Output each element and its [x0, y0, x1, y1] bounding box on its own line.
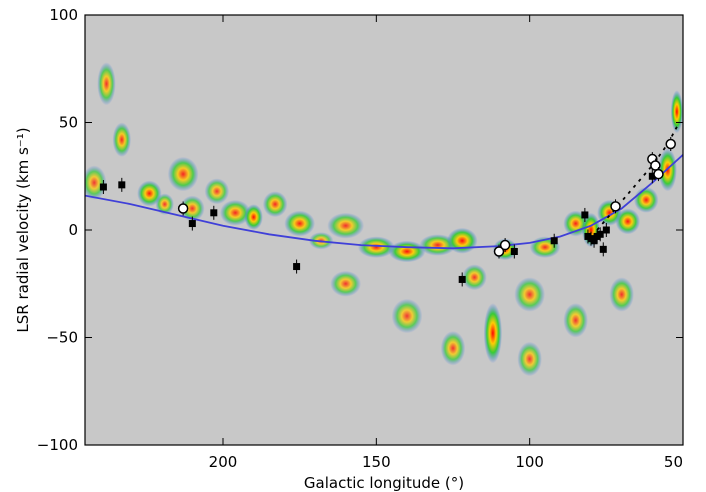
y-axis-ticks: −100 −50 0 50 100 — [37, 6, 683, 454]
emission-blob — [85, 165, 107, 200]
emission-blob — [180, 195, 205, 222]
maser-circle-marker — [665, 138, 676, 150]
emission-blob — [112, 122, 131, 157]
maser-square-marker — [99, 183, 107, 191]
emission-blob — [615, 208, 641, 235]
emission-blob — [244, 204, 263, 231]
emission-blob — [327, 212, 365, 239]
y-tick-label: −100 — [37, 436, 78, 454]
maser-square-marker — [599, 245, 607, 253]
emission-blob — [419, 234, 457, 256]
emission-blob — [633, 187, 659, 213]
maser-square-marker — [293, 263, 301, 271]
y-tick-label: 100 — [49, 6, 78, 24]
emission-blob — [462, 264, 487, 291]
maser-square-marker — [118, 181, 126, 189]
maser-square-marker — [581, 211, 589, 219]
emission-blob — [357, 236, 395, 258]
maser-square-marker — [510, 248, 518, 255]
maser-square-marker — [550, 237, 558, 245]
emission-blob — [609, 277, 634, 312]
y-tick-label: 0 — [68, 221, 78, 239]
maser-circle-marker — [499, 239, 511, 251]
maser-points — [99, 137, 676, 287]
x-tick-label: 100 — [515, 453, 544, 471]
emission-blob — [219, 199, 251, 226]
emission-blob — [514, 277, 546, 312]
rotation-curve-line — [85, 154, 683, 250]
y-tick-label: −50 — [46, 329, 78, 347]
x-axis-ticks: 200 150 100 50 — [209, 15, 684, 471]
maser-circle-marker — [493, 246, 505, 257]
emission-blob — [204, 178, 230, 205]
emission-blob — [483, 303, 503, 364]
emission-blob — [137, 180, 162, 207]
y-tick-label: 50 — [59, 114, 78, 132]
emission-blob — [517, 341, 542, 377]
maser-square-marker — [602, 226, 610, 234]
emission-blob — [167, 156, 199, 192]
x-tick-label: 150 — [362, 453, 391, 471]
emission-blob — [97, 62, 116, 106]
y-axis-label: LSR radial velocity (km s⁻¹) — [14, 127, 32, 332]
x-tick-label: 50 — [664, 453, 683, 471]
maser-circle-marker — [177, 203, 189, 214]
x-axis-label: Galactic longitude (°) — [304, 474, 464, 492]
x-tick-label: 200 — [209, 453, 238, 471]
emission-blob — [446, 227, 478, 254]
emission-blob — [155, 193, 174, 215]
emission-blob — [563, 303, 588, 338]
emission-blob — [440, 331, 466, 366]
maser-square-marker — [596, 230, 604, 238]
maser-circle-marker — [610, 201, 621, 212]
maser-square-marker — [188, 220, 196, 228]
maser-circle-marker — [653, 168, 664, 180]
maser-square-marker — [590, 237, 598, 245]
maser-square-marker — [210, 209, 218, 217]
emission-blob — [284, 210, 315, 237]
maser-square-marker — [458, 275, 466, 283]
emission-blob — [262, 191, 288, 218]
emission-blob — [330, 270, 361, 297]
emission-blob — [391, 298, 423, 334]
maser-square-marker — [648, 172, 656, 180]
